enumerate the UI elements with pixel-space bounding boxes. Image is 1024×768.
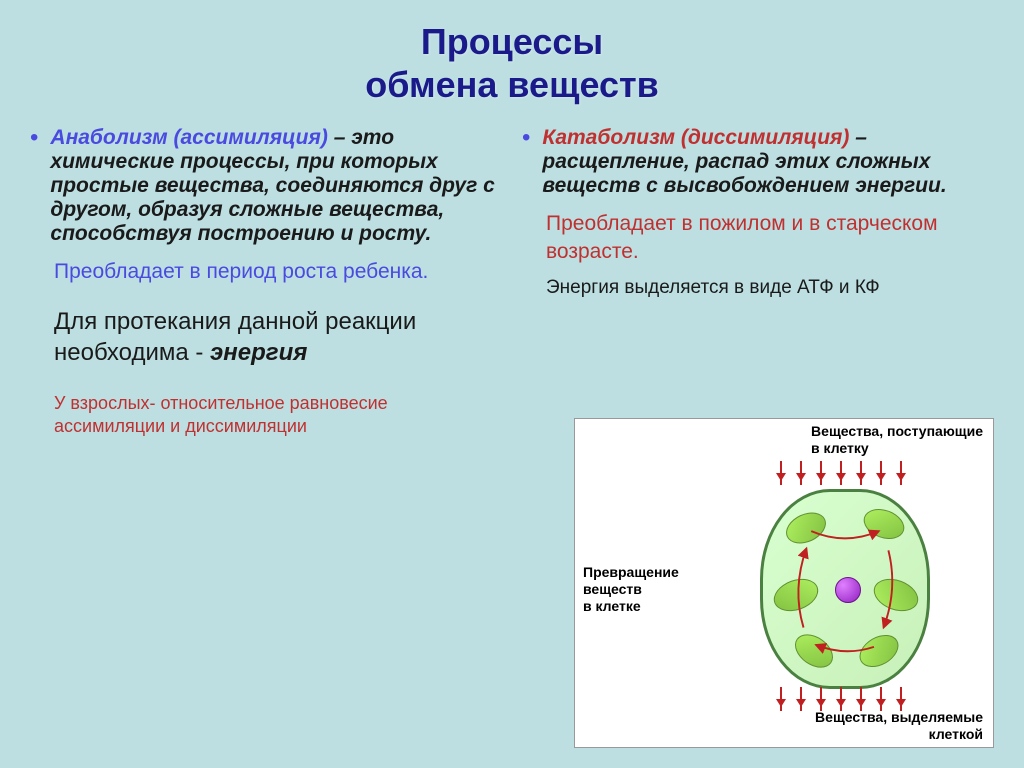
anabolism-term: Анаболизм (ассимиляция) (50, 126, 327, 149)
energy-statement: Для протекания данной реакции необходима… (54, 306, 502, 368)
right-column: • Катаболизм (диссимиляция) – расщеплени… (522, 126, 994, 438)
arrow-in (840, 461, 842, 485)
slide-title: Процессыобмена веществ (30, 20, 994, 106)
arrow-in (860, 461, 862, 485)
energy-emphasis: энергия (210, 339, 307, 366)
arrow-in (800, 461, 802, 485)
cell-diagram: Вещества, поступающиев клетку Превращени… (574, 418, 994, 748)
bullet-dot: • (30, 126, 38, 246)
cell-shape (760, 489, 930, 689)
left-column: • Анаболизм (ассимиляция) – это химическ… (30, 126, 502, 438)
catabolism-bullet: • Катаболизм (диссимиляция) – расщеплени… (522, 126, 994, 198)
adults-note: У взрослых- относительное равновесие асс… (54, 392, 502, 439)
arrow-in (780, 461, 782, 485)
arrow-out (860, 687, 862, 711)
slide: Процессыобмена веществ • Анаболизм (асси… (0, 0, 1024, 768)
arrow-in (900, 461, 902, 485)
atp-note: Энергия выделяется в виде АТФ и КФ (546, 277, 994, 299)
arrow-out (840, 687, 842, 711)
content-columns: • Анаболизм (ассимиляция) – это химическ… (30, 126, 994, 438)
arrow-in (820, 461, 822, 485)
arrows-outgoing (780, 687, 902, 711)
anabolism-bullet: • Анаболизм (ассимиляция) – это химическ… (30, 126, 502, 246)
diagram-label-incoming: Вещества, поступающиев клетку (811, 423, 983, 457)
anabolism-note: Преобладает в период роста ребенка. (54, 258, 502, 285)
arrow-out (900, 687, 902, 711)
bullet-dot: • (522, 126, 530, 198)
diagram-label-outgoing: Вещества, выделяемыеклеткой (815, 709, 983, 743)
cycle-arrows-icon (763, 492, 927, 686)
catabolism-term: Катаболизм (диссимиляция) (542, 126, 849, 149)
arrow-out (820, 687, 822, 711)
anabolism-text: Анаболизм (ассимиляция) – это химические… (50, 126, 502, 246)
diagram-label-transformation: Превращениевеществв клетке (583, 564, 679, 614)
arrow-out (880, 687, 882, 711)
arrows-incoming (780, 461, 902, 485)
catabolism-text: Катаболизм (диссимиляция) – расщепление,… (542, 126, 994, 198)
arrow-out (780, 687, 782, 711)
catabolism-note: Преобладает в пожилом и в старческом воз… (546, 210, 994, 265)
arrow-in (880, 461, 882, 485)
arrow-out (800, 687, 802, 711)
